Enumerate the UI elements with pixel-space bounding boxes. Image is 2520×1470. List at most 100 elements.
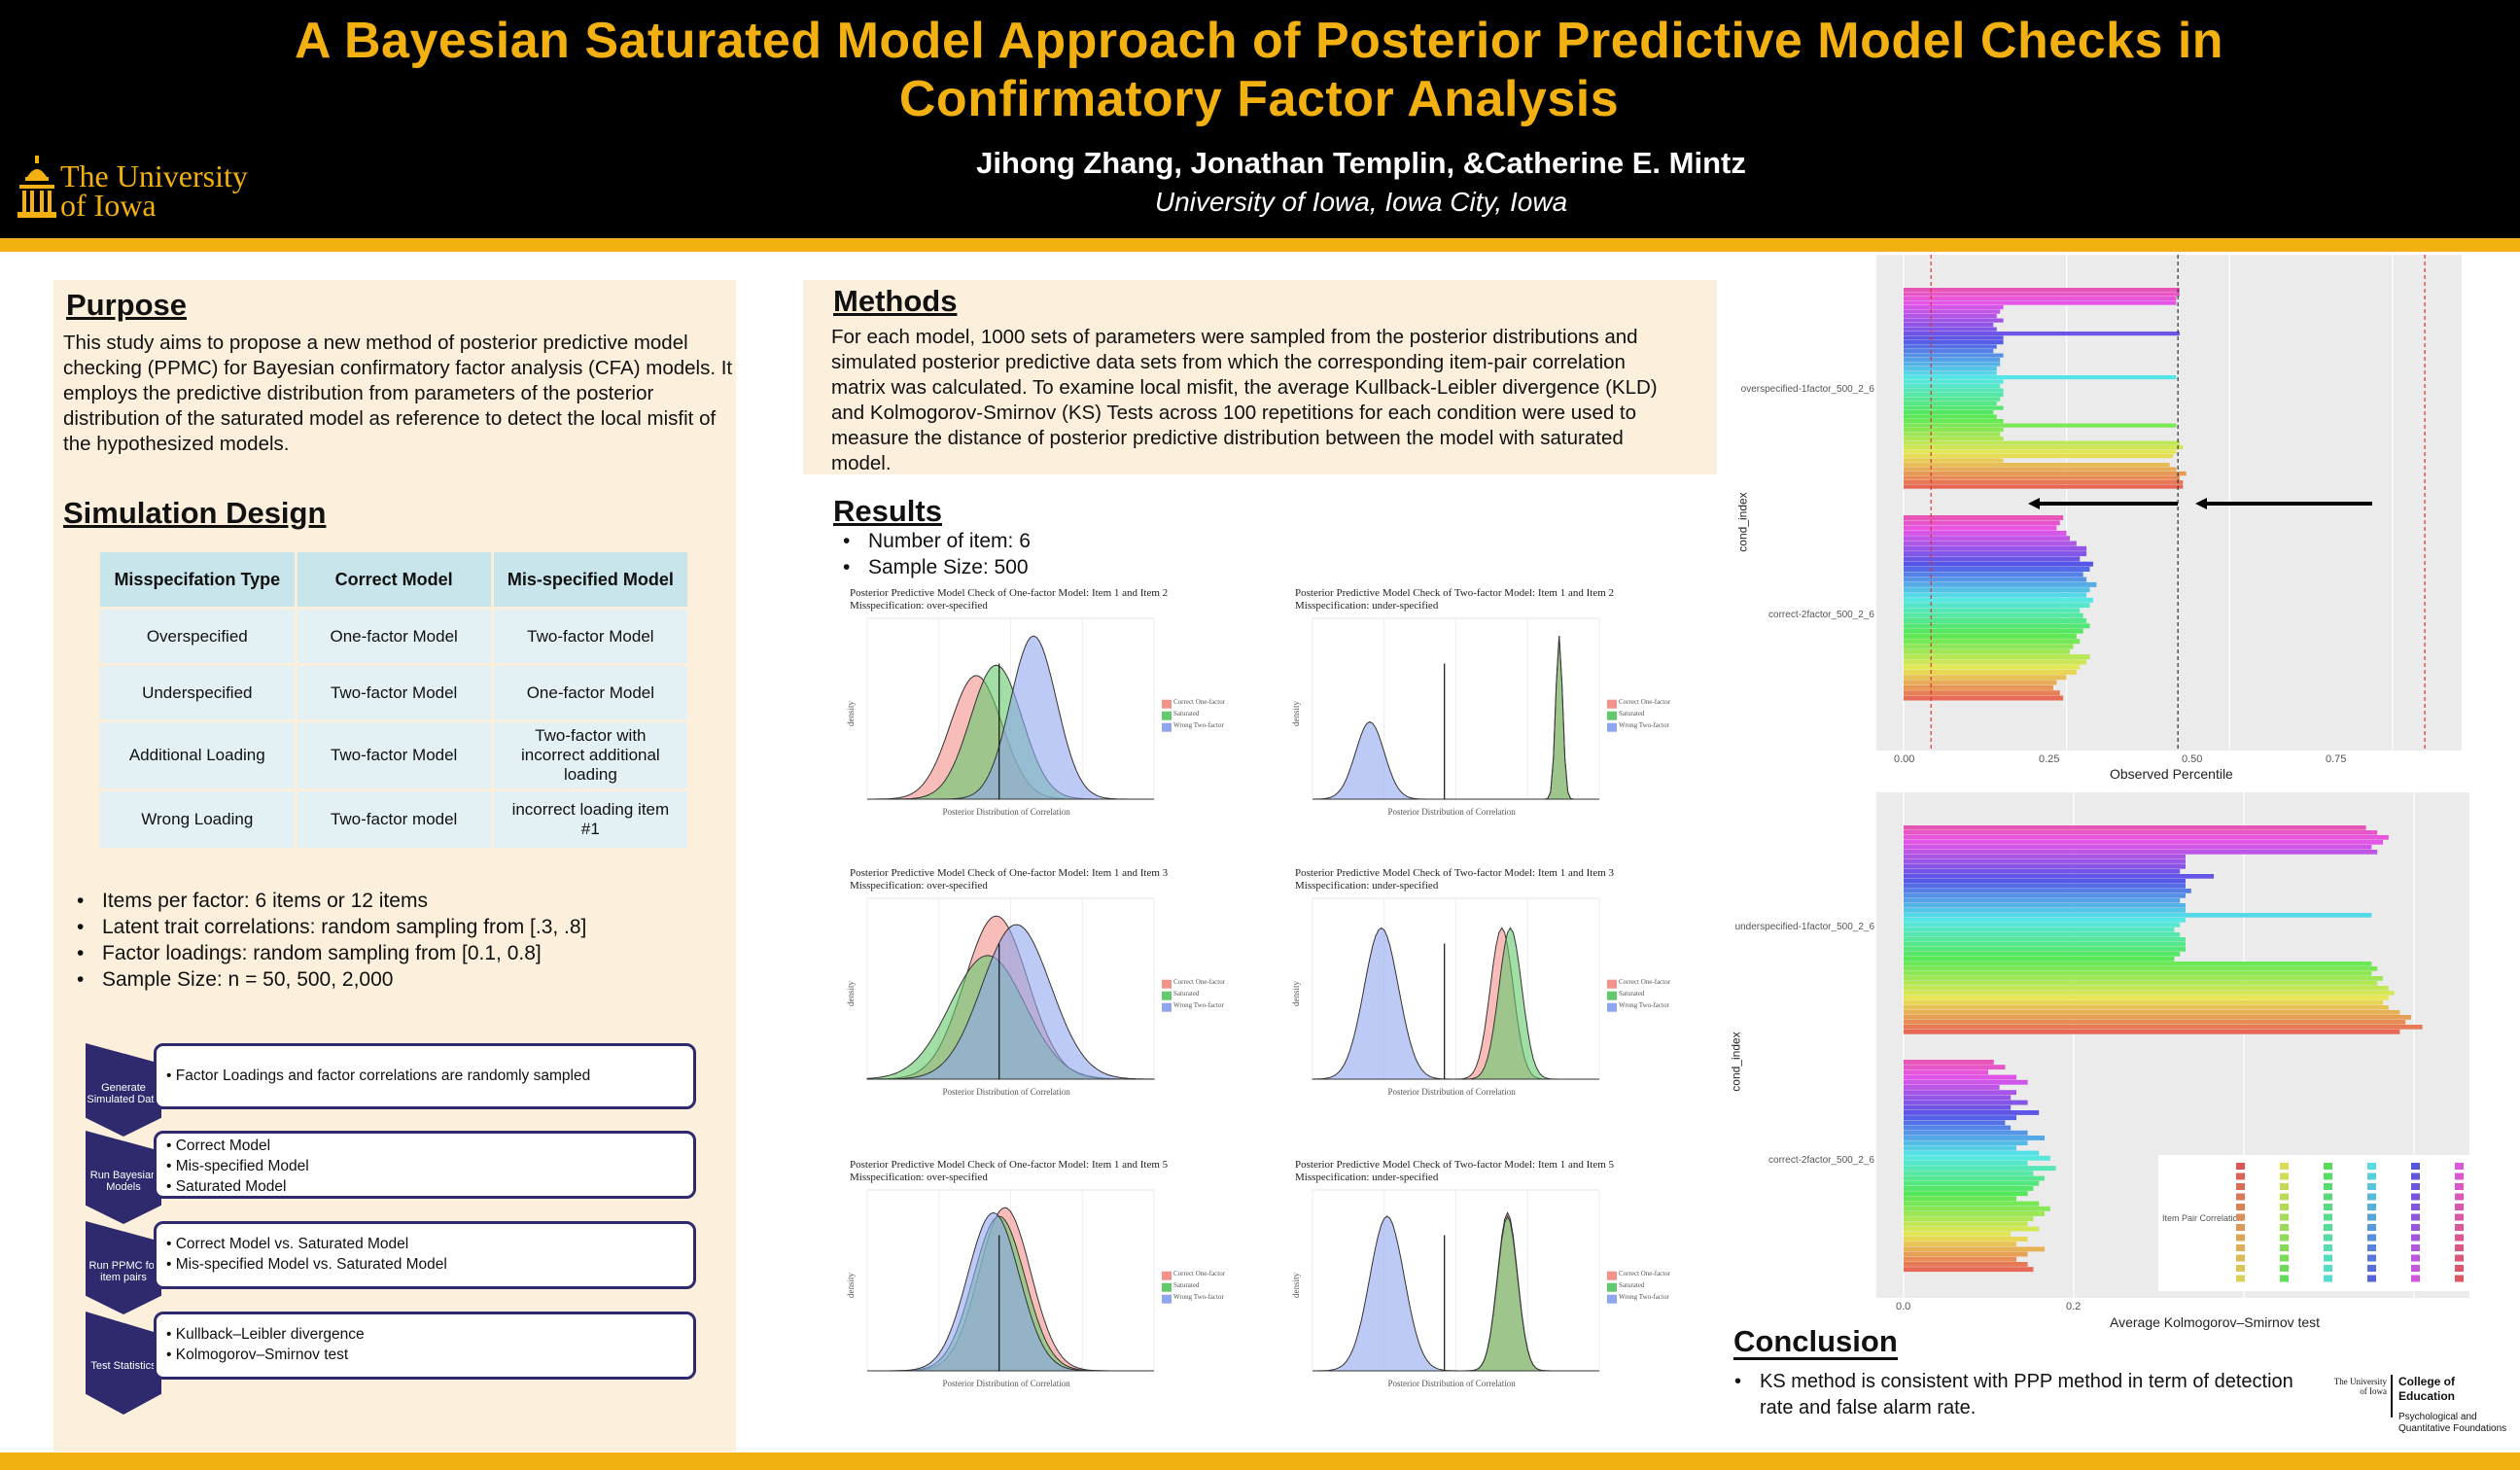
bar [1904,903,2186,908]
density-curve [1312,1215,1599,1372]
legend-label: Correct One-factor [1173,977,1226,986]
bar [1904,536,2070,542]
conclusion-title: Conclusion [1733,1324,1898,1360]
bar [1904,855,2186,859]
legend-swatch [1162,1294,1172,1304]
legend-label: Wrong Two-factor [1173,1000,1224,1009]
legend-swatch [2411,1265,2420,1272]
step-item: Correct Model vs. Saturated Model [166,1234,683,1254]
plot-title-line: Posterior Predictive Model Check of One-… [850,1159,1169,1171]
bar [1904,1161,2028,1166]
legend-swatch [1607,722,1617,732]
plot-subtitle: Misspecification: over-specified [850,880,988,892]
bar [1904,292,2180,297]
poster-title: A Bayesian Saturated Model Approach of P… [146,12,2372,128]
bar [1904,367,1997,371]
table-cell: Wrong Loading [100,791,295,848]
bar [1904,520,2060,526]
legend-swatch [2455,1183,2464,1190]
bar [1904,440,2180,445]
bar [1904,623,2090,629]
bar [1904,458,2004,463]
plot-subtitle: Misspecification: under-specified [1295,880,1439,892]
legend-swatch [1607,1294,1617,1304]
plot-title-line: Posterior Predictive Model Check of One-… [850,867,1169,879]
chart1-cat-label: correct-2factor_500_2_6 [1768,610,1874,620]
bar [1904,898,2181,903]
legend-swatch [1162,711,1172,720]
legend-swatch [2324,1204,2332,1210]
bar [1904,335,2004,340]
bar [1904,1251,2028,1257]
bar [1904,305,2004,310]
bar [1904,1010,2400,1015]
bar [1904,1090,2016,1096]
plot-title: Posterior Predictive Model Check of Two-… [1295,587,1614,612]
bar [1904,1030,2400,1034]
bar [1904,1140,2028,1146]
bar [1904,561,2093,567]
bar [1904,379,2004,384]
bar [1904,484,2184,489]
bar [1904,572,2083,578]
legend-swatch [2455,1265,2464,1272]
table-row: Overspecified One-factor Model Two-facto… [100,610,687,663]
legend-swatch [2367,1244,2376,1251]
plot-title: Posterior Predictive Model Check of One-… [850,867,1168,892]
bar [1904,850,2378,855]
plot-title: Posterior Predictive Model Check of One-… [850,1159,1168,1184]
legend-swatch [2324,1172,2332,1180]
legend-swatch [2411,1204,2420,1210]
title-line-2: Confirmatory Factor Analysis [898,71,1620,127]
legend-swatch [2280,1183,2289,1190]
bar [1904,859,2186,864]
legend-swatch [1162,699,1172,709]
legend-swatch [2411,1224,2420,1231]
bar [1904,288,2180,293]
bar [1904,1221,2028,1227]
bar [1904,1206,2050,1211]
legend-swatch [2367,1183,2376,1190]
legend-swatch [2280,1204,2289,1210]
table-row: Wrong Loading Two-factor model incorrect… [100,791,687,848]
bar [1904,1216,2034,1222]
legend-label: Wrong Two-factor [1619,1000,1669,1009]
bar [1904,869,2181,874]
legend-swatch [2236,1234,2245,1242]
bar [1904,397,2001,402]
bar [1904,639,2081,645]
bar [1904,1005,2389,1010]
legend-swatch [2367,1193,2376,1201]
logo-line-2: of Iowa [60,188,157,223]
chart1-xlabel: Observed Percentile [2110,766,2233,782]
bar [1904,475,2180,480]
bar [1904,1186,2034,1191]
bar [1904,628,2083,634]
legend-swatch [2324,1265,2332,1272]
plot-title: Posterior Predictive Model Check of Two-… [1295,1159,1614,1184]
legend-swatch [2455,1193,2464,1201]
chart2-xtick: 0.2 [2066,1301,2082,1312]
chart2-legend: Item Pair Correlation [2158,1155,2499,1291]
density-plot: Posterior Predictive Model Check of One-… [836,1155,1240,1406]
legend-label: Saturated [1173,1280,1200,1289]
plot-title: Posterior Predictive Model Check of Two-… [1295,867,1614,892]
simulation-title: Simulation Design [63,496,327,530]
bar [1904,1171,2034,1176]
chart2-ylabel: cond_index [1729,1032,1743,1092]
bar [1904,314,1997,319]
bar [1904,410,1994,415]
plot-ylabel: density [846,1273,856,1298]
table-cell: Additional Loading [100,722,295,788]
bar [1904,1180,2040,1186]
legend-swatch [2280,1193,2289,1201]
bar [1904,840,2383,845]
conclusion-bullets: KS method is consistent with PPP method … [1721,1369,2304,1421]
college-logo-line-2: Education [2398,1389,2456,1403]
bar [1904,1237,2028,1242]
table-cell: Two-factor Model [493,610,687,663]
legend-swatch [2411,1163,2420,1170]
plot-title-line: Posterior Predictive Model Check of Two-… [1295,1159,1615,1171]
bar [1904,515,2064,520]
legend-label: Wrong Two-factor [1173,1292,1224,1301]
